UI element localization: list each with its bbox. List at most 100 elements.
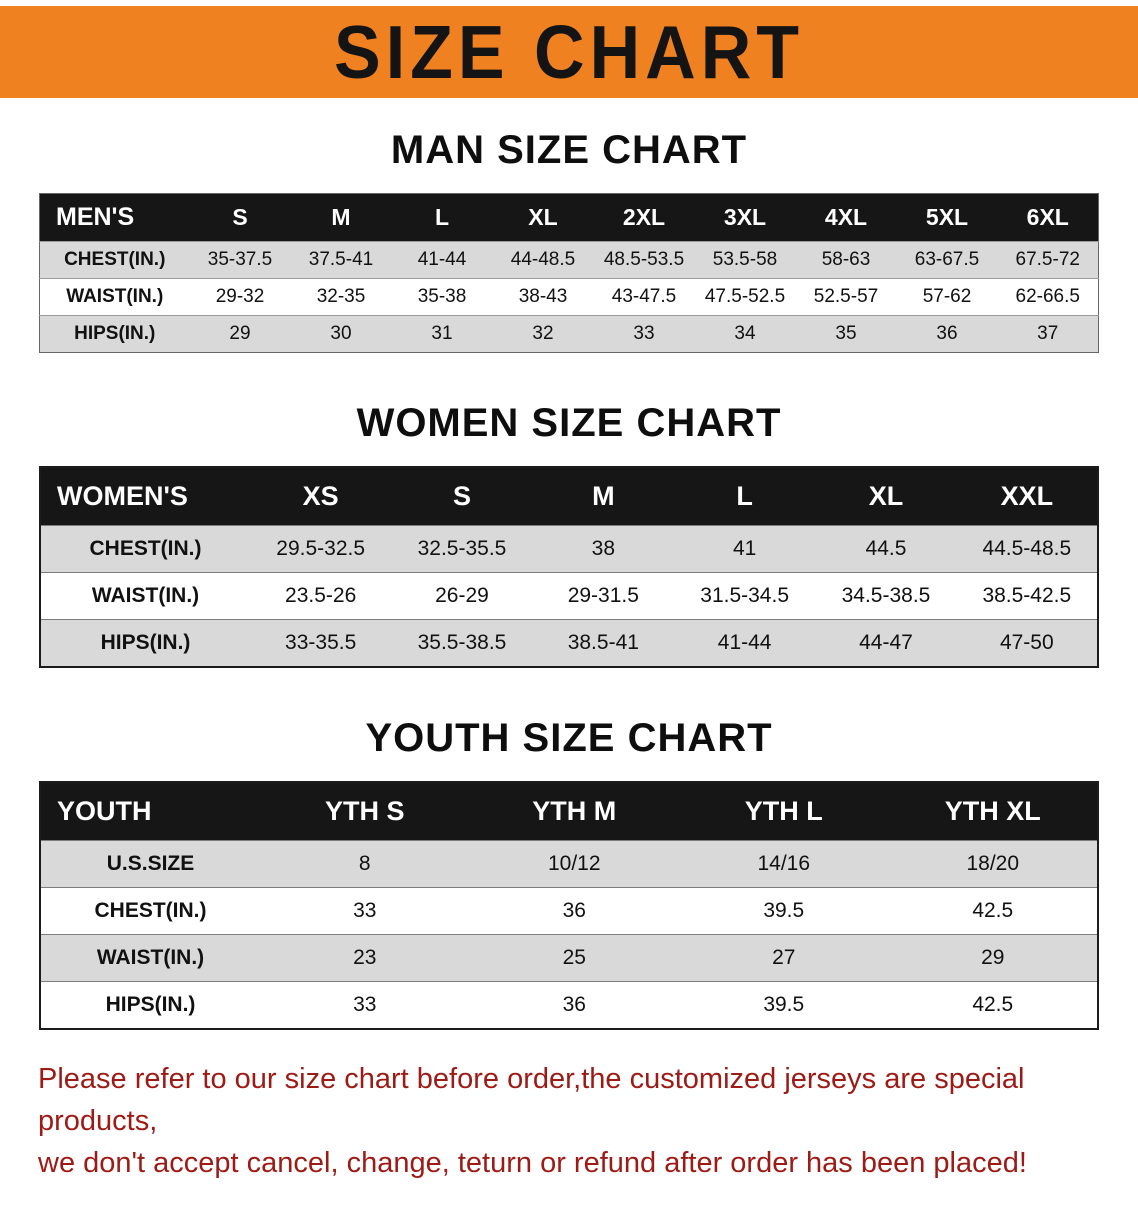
value-cell: 14/16 bbox=[679, 840, 889, 888]
row-label-cell: CHEST(IN.) bbox=[40, 887, 260, 935]
value-cell: 58-63 bbox=[795, 241, 897, 279]
value-cell: 47-50 bbox=[956, 619, 1098, 667]
size-header-cell: L bbox=[673, 467, 816, 526]
size-header-cell: XS bbox=[250, 467, 392, 526]
table-row: WAIST(IN.) 23.5-26 26-29 29-31.5 31.5-34.5 34… bbox=[40, 572, 1098, 620]
value-cell: 41 bbox=[673, 525, 816, 573]
women-size-table: WOMEN'S XS S M L XL XXL CHEST(IN.) 29.5-32.5 32.5… bbox=[39, 466, 1099, 668]
value-cell: 33 bbox=[260, 981, 470, 1029]
value-cell: 29 bbox=[189, 315, 291, 353]
value-cell: 41-44 bbox=[673, 619, 816, 667]
row-label-cell: HIPS(IN.) bbox=[40, 981, 260, 1029]
disclaimer-line-1: Please refer to our size chart before or… bbox=[38, 1063, 1025, 1138]
value-cell: 29 bbox=[888, 934, 1098, 982]
table-row: CHEST(IN.) 29.5-32.5 32.5-35.5 38 41 44.5 44.5… bbox=[40, 525, 1098, 573]
value-cell: 36 bbox=[469, 981, 679, 1029]
table-title-cell: MEN'S bbox=[39, 193, 190, 242]
value-cell: 30 bbox=[290, 315, 392, 353]
value-cell: 38.5-42.5 bbox=[956, 572, 1098, 620]
value-cell: 33 bbox=[593, 315, 695, 353]
men-section-title: MAN SIZE CHART bbox=[390, 128, 748, 172]
size-header-cell: YTH S bbox=[260, 782, 470, 841]
size-header-row: MEN'S S M L XL 2XL 3XL 4XL 5XL 6XL bbox=[39, 193, 1099, 242]
row-label-cell: U.S.SIZE bbox=[40, 840, 260, 888]
disclaimer-line-2: we don't accept cancel, change, teturn o… bbox=[38, 1147, 1027, 1180]
value-cell: 36 bbox=[469, 887, 679, 935]
value-cell: 31.5-34.5 bbox=[673, 572, 816, 620]
table-row: WAIST(IN.) 29-32 32-35 35-38 38-43 43-47.5 47.… bbox=[39, 278, 1099, 316]
value-cell: 43-47.5 bbox=[593, 278, 695, 316]
value-cell: 32.5-35.5 bbox=[391, 525, 533, 573]
value-cell: 32 bbox=[492, 315, 594, 353]
size-header-row: WOMEN'S XS S M L XL XXL bbox=[40, 467, 1098, 526]
value-cell: 29.5-32.5 bbox=[250, 525, 392, 573]
value-cell: 36 bbox=[896, 315, 998, 353]
size-header-cell: YTH L bbox=[679, 782, 889, 841]
table-row: CHEST(IN.) 33 36 39.5 42.5 bbox=[40, 887, 1098, 935]
value-cell: 27 bbox=[679, 934, 889, 982]
value-cell: 37.5-41 bbox=[290, 241, 392, 279]
table-row: CHEST(IN.) 35-37.5 37.5-41 41-44 44-48.5 48.5… bbox=[39, 241, 1099, 279]
value-cell: 41-44 bbox=[391, 241, 493, 279]
size-header-cell: XL bbox=[492, 193, 594, 242]
value-cell: 37 bbox=[997, 315, 1099, 353]
men-size-table: MEN'S S M L XL 2XL 3XL 4XL 5XL 6XL CHEST(IN.) 35-37… bbox=[39, 193, 1099, 353]
value-cell: 67.5-72 bbox=[997, 241, 1099, 279]
value-cell: 23 bbox=[260, 934, 470, 982]
size-header-cell: 2XL bbox=[593, 193, 695, 242]
size-chart-page: SIZE CHART MAN SIZE CHART MEN'S S M L XL 2XL 3… bbox=[0, 6, 1138, 1184]
value-cell: 39.5 bbox=[679, 887, 889, 935]
row-label-cell: WAIST(IN.) bbox=[40, 572, 250, 620]
table-row: HIPS(IN.) 33-35.5 35.5-38.5 38.5-41 41-44 44-… bbox=[40, 619, 1098, 667]
value-cell: 29-32 bbox=[189, 278, 291, 316]
size-header-cell: YTH XL bbox=[888, 782, 1098, 841]
size-header-cell: 5XL bbox=[896, 193, 998, 242]
value-cell: 47.5-52.5 bbox=[694, 278, 796, 316]
youth-size-table: YOUTH YTH S YTH M YTH L YTH XL U.S.SIZE 8 10/12… bbox=[39, 781, 1099, 1030]
value-cell: 8 bbox=[260, 840, 470, 888]
value-cell: 34 bbox=[694, 315, 796, 353]
value-cell: 62-66.5 bbox=[997, 278, 1099, 316]
value-cell: 31 bbox=[391, 315, 493, 353]
women-size-section: WOMEN SIZE CHART WOMEN'S XS S M L XL XXL CHEST(… bbox=[0, 401, 1138, 668]
size-chart-banner: SIZE CHART bbox=[0, 6, 1138, 98]
value-cell: 42.5 bbox=[888, 981, 1098, 1029]
value-cell: 42.5 bbox=[888, 887, 1098, 935]
row-label-cell: HIPS(IN.) bbox=[40, 619, 250, 667]
value-cell: 35 bbox=[795, 315, 897, 353]
value-cell: 57-62 bbox=[896, 278, 998, 316]
youth-section-title: YOUTH SIZE CHART bbox=[365, 716, 773, 760]
size-header-cell: S bbox=[391, 467, 533, 526]
value-cell: 48.5-53.5 bbox=[593, 241, 695, 279]
value-cell: 35-37.5 bbox=[189, 241, 291, 279]
value-cell: 35.5-38.5 bbox=[391, 619, 533, 667]
value-cell: 33 bbox=[260, 887, 470, 935]
table-row: HIPS(IN.) 33 36 39.5 42.5 bbox=[40, 981, 1098, 1029]
value-cell: 25 bbox=[469, 934, 679, 982]
value-cell: 44-48.5 bbox=[492, 241, 594, 279]
women-section-title: WOMEN SIZE CHART bbox=[356, 401, 782, 445]
size-header-cell: 6XL bbox=[997, 193, 1099, 242]
youth-size-section: YOUTH SIZE CHART YOUTH YTH S YTH M YTH L YTH… bbox=[0, 716, 1138, 1030]
size-header-cell: L bbox=[391, 193, 493, 242]
value-cell: 38-43 bbox=[492, 278, 594, 316]
table-row: U.S.SIZE 8 10/12 14/16 18/20 bbox=[40, 840, 1098, 888]
value-cell: 38 bbox=[532, 525, 674, 573]
value-cell: 34.5-38.5 bbox=[815, 572, 957, 620]
value-cell: 53.5-58 bbox=[694, 241, 796, 279]
value-cell: 63-67.5 bbox=[896, 241, 998, 279]
value-cell: 10/12 bbox=[469, 840, 679, 888]
value-cell: 44.5-48.5 bbox=[956, 525, 1098, 573]
size-header-cell: M bbox=[290, 193, 392, 242]
value-cell: 18/20 bbox=[888, 840, 1098, 888]
row-label-cell: WAIST(IN.) bbox=[40, 934, 260, 982]
table-row: HIPS(IN.) 29 30 31 32 33 34 35 36 37 bbox=[39, 315, 1099, 353]
size-header-cell: YTH M bbox=[469, 782, 679, 841]
value-cell: 35-38 bbox=[391, 278, 493, 316]
value-cell: 29-31.5 bbox=[532, 572, 674, 620]
value-cell: 32-35 bbox=[290, 278, 392, 316]
size-header-cell: XL bbox=[815, 467, 957, 526]
value-cell: 39.5 bbox=[679, 981, 889, 1029]
table-row: WAIST(IN.) 23 25 27 29 bbox=[40, 934, 1098, 982]
disclaimer-text: Please refer to our size chart before or… bbox=[38, 1058, 1100, 1184]
